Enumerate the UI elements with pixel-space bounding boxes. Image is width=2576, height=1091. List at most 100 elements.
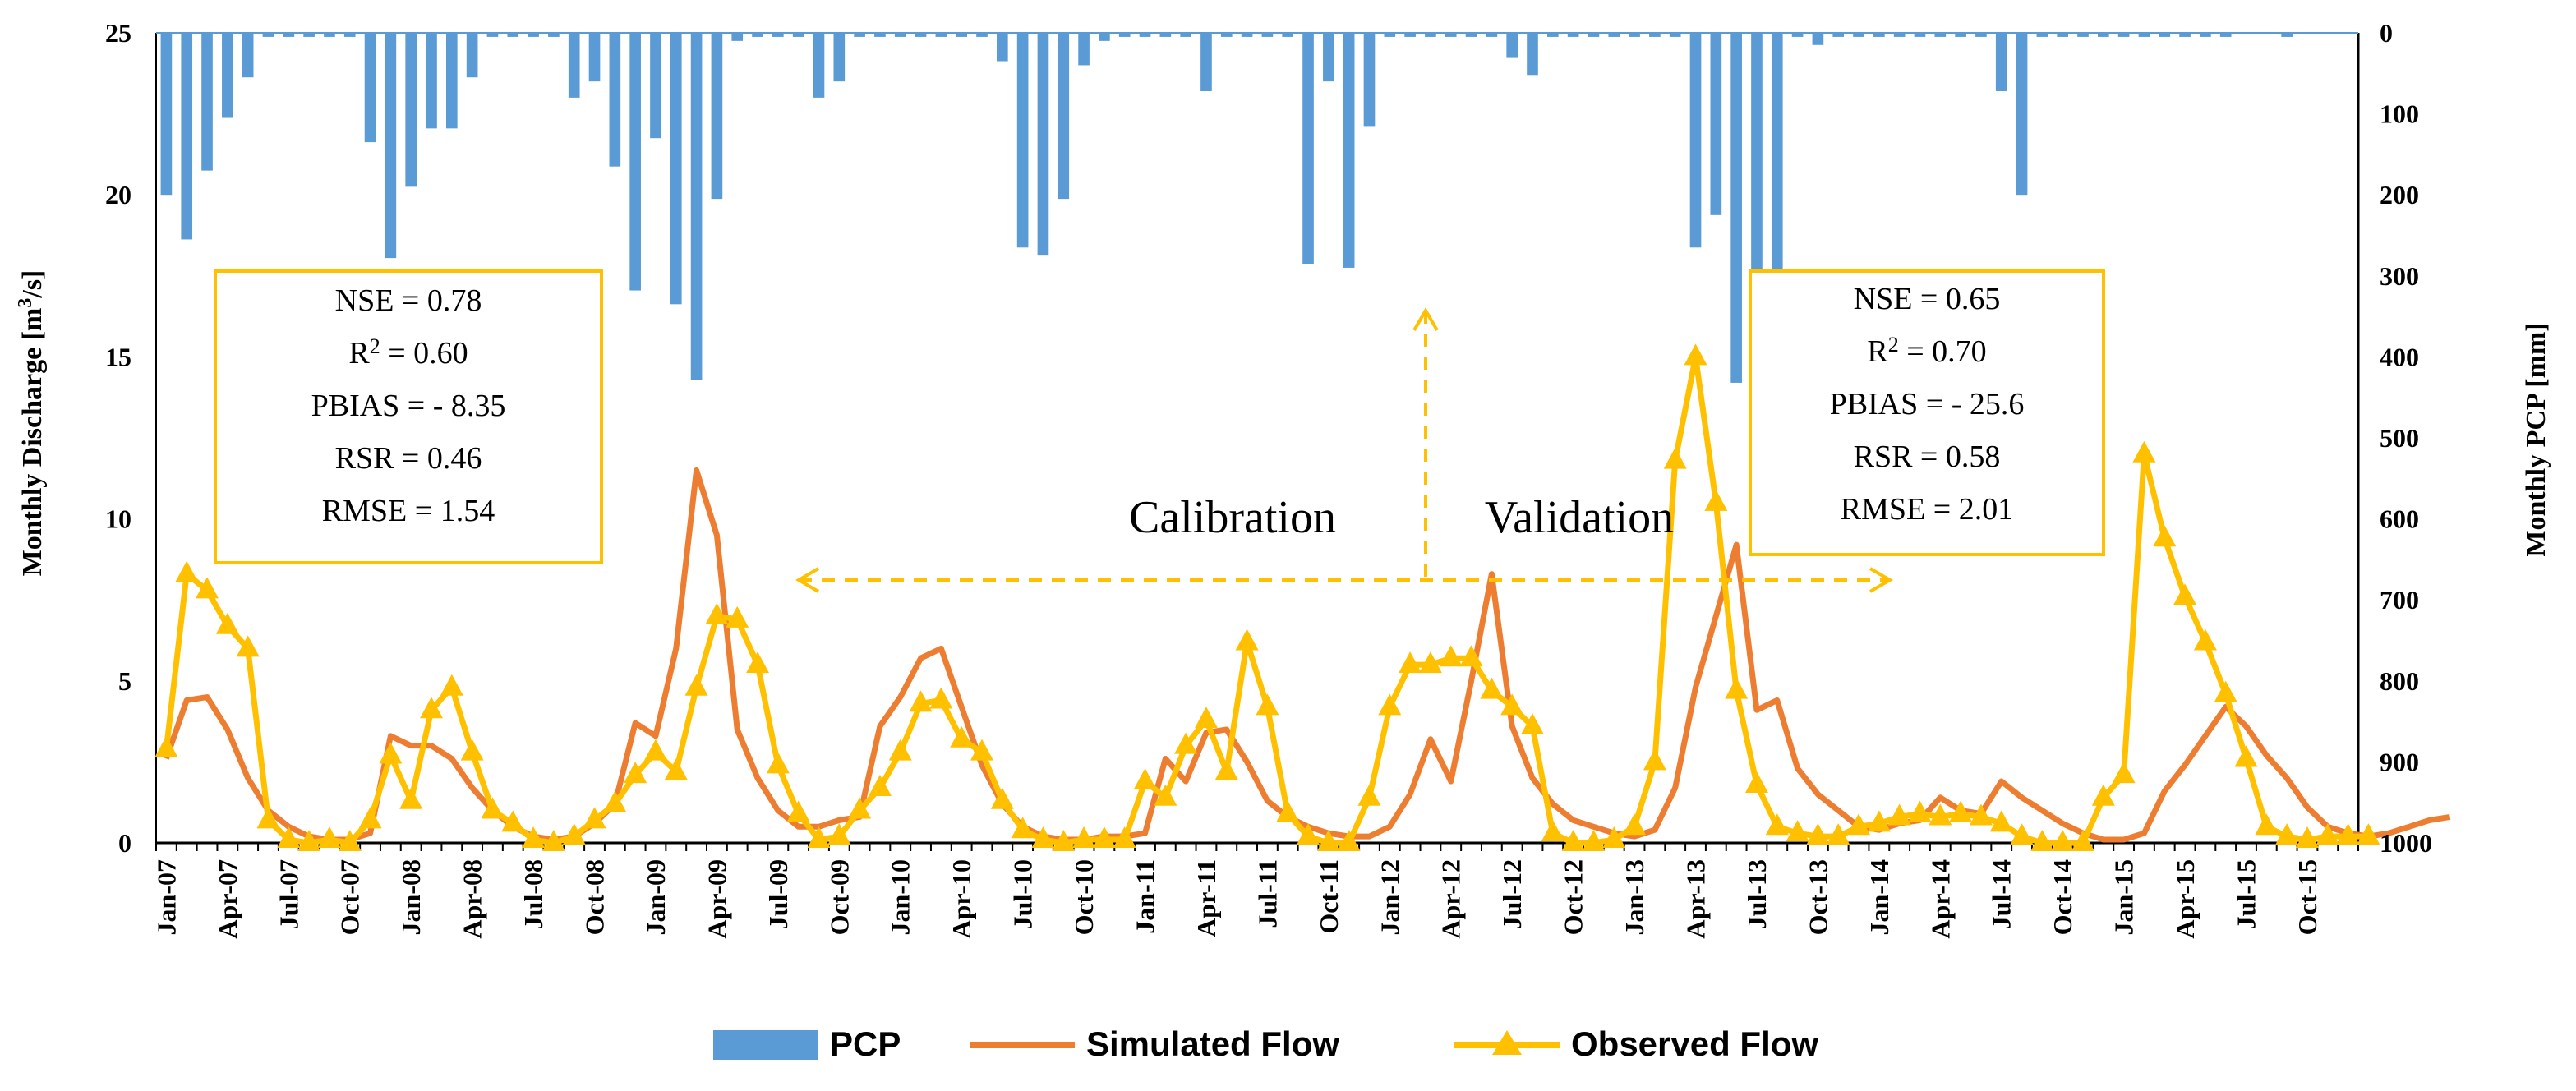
x-tick-label: Oct-11 xyxy=(1314,859,1343,934)
legend: PCP Simulated Flow Observed Flow xyxy=(713,1024,1818,1063)
observed-flow-marker xyxy=(1806,823,1830,845)
observed-flow-marker xyxy=(2255,813,2279,836)
pcp-bar xyxy=(242,33,254,78)
observed-flow-marker xyxy=(1643,748,1666,771)
pcp-bar xyxy=(588,33,601,82)
observed-flow-marker xyxy=(2153,525,2177,547)
observed-flow-marker xyxy=(1561,830,1585,851)
x-tick-label: Apr-07 xyxy=(213,859,242,939)
x-tick-label: Jan-15 xyxy=(2109,859,2139,935)
observed-flow-marker xyxy=(154,735,178,757)
observed-flow-marker xyxy=(1521,713,1544,735)
pcp-bar xyxy=(1893,33,1906,37)
pcp-bar xyxy=(262,33,274,37)
y-right-tick-label: 100 xyxy=(2380,99,2419,129)
validation-stats-box: NSE = 0.65 R2 = 0.70 PBIAS = - 25.6 RSR … xyxy=(1749,269,2105,556)
pcp-bar xyxy=(2097,33,2109,37)
observed-flow-marker xyxy=(1989,810,2013,832)
pcp-bar xyxy=(1730,33,1742,383)
x-tick-label: Jul-13 xyxy=(1742,859,1772,929)
observed-flow-marker xyxy=(1684,343,1707,366)
observed-flow-marker xyxy=(1623,813,1647,836)
y-right-tick-label: 700 xyxy=(2380,585,2419,615)
y-right-tick-label: 0 xyxy=(2380,18,2393,48)
observed-flow-marker xyxy=(1214,758,1238,780)
pcp-bar xyxy=(2077,33,2089,37)
observed-flow-marker xyxy=(1316,830,1340,851)
observed-flow-marker xyxy=(1418,651,1442,674)
pcp-bar xyxy=(1791,33,1804,37)
pcp-bar xyxy=(1955,33,1966,37)
observed-flow-marker xyxy=(603,790,627,812)
calibration-pbias: PBIAS = - 8.35 xyxy=(311,389,506,423)
calibration-rsr: RSR = 0.46 xyxy=(335,441,482,476)
pcp-bar xyxy=(976,33,988,37)
observed-flow-line xyxy=(154,343,2380,851)
observed-flow-marker xyxy=(1092,826,1116,849)
x-tick-label: Apr-09 xyxy=(702,859,731,939)
tick-labels: 0 5 10 15 20 25 0 100 200 300 400 500 600 700 800 900 10… xyxy=(105,18,2432,939)
legend-label-simulated: Simulated Flow xyxy=(1086,1024,1339,1063)
pcp-bar xyxy=(670,33,682,305)
pcp-bar xyxy=(2138,33,2150,37)
observed-flow-marker xyxy=(1337,830,1361,851)
pcp-bar xyxy=(1159,33,1172,37)
x-tick-label: Apr-08 xyxy=(458,859,487,939)
calibration-label: Calibration xyxy=(1129,492,1336,543)
pcp-bar xyxy=(2159,33,2171,37)
observed-flow-marker xyxy=(664,758,688,780)
observed-flow-marker xyxy=(1480,677,1504,699)
pcp-bar xyxy=(385,33,397,259)
x-tick-label: Oct-10 xyxy=(1069,859,1099,935)
observed-flow-marker xyxy=(399,787,423,809)
pcp-bar xyxy=(1139,33,1151,37)
observed-flow-marker xyxy=(2173,583,2197,605)
validation-r2: R2 = 0.70 xyxy=(1867,333,1986,369)
observed-flow-marker xyxy=(1154,784,1177,806)
arrow-head-up xyxy=(1412,307,1439,332)
y-left-tick-label: 15 xyxy=(105,342,131,371)
pcp-bar xyxy=(1200,33,1212,91)
pcp-bar xyxy=(405,33,417,187)
y-right-tick-label: 800 xyxy=(2380,666,2419,696)
pcp-bars xyxy=(160,33,2293,383)
pcp-bar xyxy=(181,33,193,240)
pcp-bar xyxy=(1118,33,1131,37)
observed-flow-marker xyxy=(1113,826,1136,849)
observed-flow-marker xyxy=(2071,830,2094,851)
pcp-bar xyxy=(2219,33,2232,37)
pcp-bar xyxy=(466,33,478,78)
pcp-bar xyxy=(935,33,947,37)
observed-flow-marker xyxy=(1174,732,1198,754)
observed-flow-marker xyxy=(196,577,219,599)
pcp-bar xyxy=(1282,33,1294,37)
observed-flow-marker xyxy=(1786,820,1809,842)
pcp-bar xyxy=(1629,33,1640,37)
observed-flow-marker xyxy=(541,830,565,851)
observed-flow-marker xyxy=(1459,645,1483,667)
pcp-bar xyxy=(1751,33,1763,292)
observed-flow-marker xyxy=(1847,813,1871,836)
observed-flow-marker xyxy=(175,560,199,582)
observed-flow-marker xyxy=(1072,826,1096,849)
y-right-tick-label: 300 xyxy=(2380,261,2419,291)
observed-flow-marker xyxy=(2336,823,2360,845)
pcp-bar xyxy=(1689,33,1702,248)
x-tick-label: Apr-15 xyxy=(2170,859,2200,939)
x-tick-label: Jul-14 xyxy=(1987,859,2016,929)
pcp-bar xyxy=(772,33,784,37)
x-tick-label: Apr-12 xyxy=(1436,859,1466,939)
observed-flow-marker xyxy=(1602,826,1626,849)
pcp-bar xyxy=(1873,33,1885,37)
observed-flow-marker xyxy=(1725,677,1749,699)
x-tick-label: Jul-10 xyxy=(1008,859,1038,929)
pcp-bar xyxy=(445,33,458,129)
arrow-head-left xyxy=(795,567,820,593)
x-tick-label: Jul-08 xyxy=(518,859,548,929)
observed-flow-marker xyxy=(848,797,872,819)
observed-flow-marker xyxy=(562,823,586,845)
observed-flow-marker xyxy=(1357,784,1381,806)
observed-flow-marker xyxy=(2357,823,2380,845)
observed-flow-marker xyxy=(1887,803,1911,826)
